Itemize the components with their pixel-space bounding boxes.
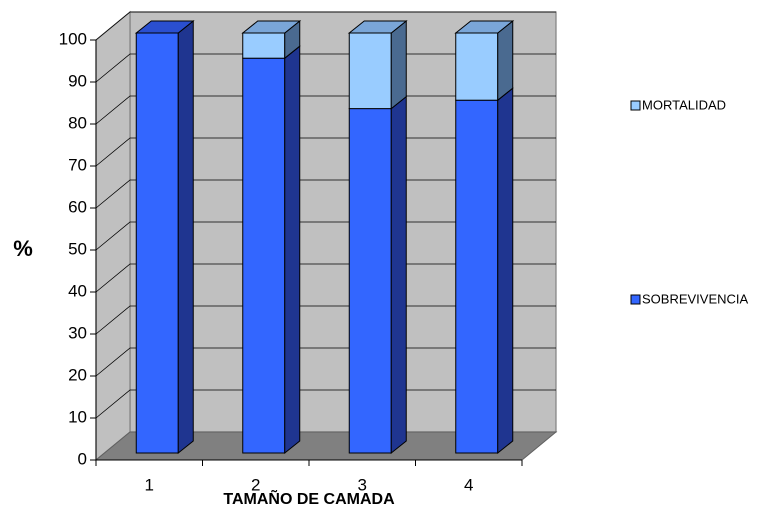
bar-segment [135, 32, 179, 454]
axes [90, 39, 523, 466]
x-tick-label: 2 [251, 475, 260, 494]
y-tick-label: 100 [59, 29, 87, 48]
y-tick-label: 80 [68, 113, 87, 132]
gridline [95, 11, 556, 41]
gridline [95, 179, 556, 209]
y-tick-label: 30 [68, 323, 87, 342]
bar-segment [348, 32, 392, 110]
bar-side [497, 87, 514, 455]
gridline [95, 95, 556, 125]
x-tick-label: 4 [464, 475, 473, 494]
bar-segment [455, 32, 499, 101]
bars [134, 19, 515, 455]
y-axis-title: % [13, 236, 33, 261]
y-tick-label: 10 [68, 407, 87, 426]
bar-side [390, 95, 407, 455]
legend-label: MORTALIDAD [642, 97, 726, 112]
bar-side [390, 19, 407, 110]
bar-segment [242, 32, 286, 59]
bar-top [241, 20, 302, 34]
y-tick-label: 50 [68, 239, 87, 258]
x-tick-label: 3 [358, 475, 367, 494]
gridline [95, 137, 556, 167]
legend: MORTALIDAD SOBREVIVENCIA [630, 97, 749, 306]
gridlines [95, 11, 556, 419]
y-tick-label: 60 [68, 197, 87, 216]
legend-label: SOBREVIVENCIA [642, 291, 749, 306]
tick-labels: 0 10 20 30 40 50 60 70 80 90 100 1 2 3 4 [59, 29, 474, 494]
bar-top [454, 20, 515, 34]
y-tick-label: 90 [68, 71, 87, 90]
x-tick-label: 1 [145, 475, 154, 494]
y-tick-label: 40 [68, 281, 87, 300]
x-axis-title: TAMAÑO DE CAMADA [223, 488, 395, 508]
gridline [95, 305, 556, 335]
bar-side [177, 19, 194, 455]
bar-segment [348, 108, 392, 454]
legend-swatch [630, 294, 641, 305]
bar-segment [455, 99, 499, 454]
bar-top [347, 20, 408, 34]
gridline [95, 389, 556, 419]
y-tick-label: 20 [68, 365, 87, 384]
bar-side [284, 45, 301, 455]
y-tick-label: 0 [78, 449, 87, 468]
gridline [95, 221, 556, 251]
gridline [95, 53, 556, 83]
bar-side [497, 19, 514, 102]
bar-segment [242, 57, 286, 454]
legend-swatch [630, 100, 641, 111]
y-tick-label: 70 [68, 155, 87, 174]
gridline [95, 263, 556, 293]
gridline [95, 347, 556, 377]
bar-top [134, 20, 195, 34]
